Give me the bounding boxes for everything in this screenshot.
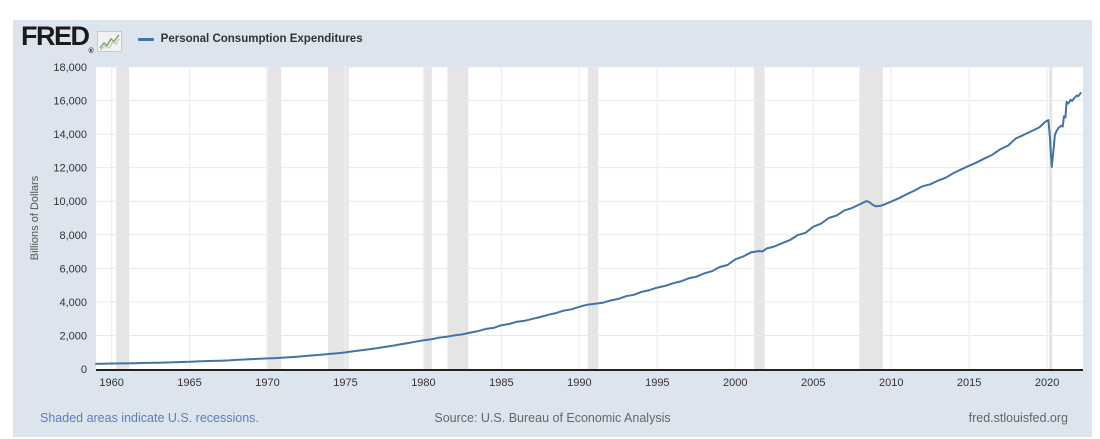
recession-band (116, 67, 130, 369)
x-tick-label: 2020 (1035, 377, 1059, 389)
x-tick-label: 1970 (255, 377, 279, 389)
x-tick-label: 1960 (99, 377, 123, 389)
y-tick-label: 10,000 (53, 196, 87, 208)
sparkline-chart-icon (96, 30, 122, 52)
fred-chart-panel: FRED® Personal Consumption Expenditures … (13, 20, 1092, 437)
recession-note-link[interactable]: Shaded areas indicate U.S. recessions. (40, 411, 259, 425)
recession-band (754, 67, 765, 369)
x-tick-label: 1995 (645, 377, 669, 389)
y-tick-label: 4,000 (59, 297, 87, 309)
recession-band (587, 67, 599, 369)
x-tick-label: 2005 (801, 377, 825, 389)
y-tick-label: 8,000 (59, 230, 87, 242)
y-tick-label: 14,000 (53, 129, 87, 141)
y-tick-label: 0 (81, 364, 87, 376)
recession-band (859, 67, 883, 369)
fred-logo[interactable]: FRED® (21, 21, 94, 56)
registered-trademark-symbol: ® (88, 48, 94, 55)
y-tick-label: 18,000 (53, 62, 87, 74)
x-tick-label: 1965 (177, 377, 201, 389)
legend-line-swatch (137, 37, 154, 41)
recession-band (1049, 67, 1053, 369)
source-link[interactable]: Source: U.S. Bureau of Economic Analysis (434, 411, 671, 425)
x-tick-label: 2000 (723, 377, 747, 389)
x-tick-label: 1975 (333, 377, 357, 389)
x-tick-label: 1985 (489, 377, 513, 389)
x-tick-label: 1980 (411, 377, 435, 389)
fred-logo-text: FRED (21, 21, 90, 51)
chart-plot-area[interactable]: 1960 1965 1970 1975 1980 1985 1990 1995 2000 2005… (13, 20, 1092, 392)
x-tick-label: 2015 (957, 377, 981, 389)
y-tick-label: 2,000 (59, 330, 87, 342)
x-tick-label: 2010 (879, 377, 903, 389)
y-tick-label: 12,000 (53, 163, 87, 175)
chart-legend: Personal Consumption Expenditures (137, 33, 363, 45)
recession-band (328, 67, 349, 369)
recession-band (424, 67, 432, 369)
recession-band (447, 67, 469, 369)
recession-band (266, 67, 282, 369)
plot-group: 1960 1965 1970 1975 1980 1985 1990 1995 2000 2005… (53, 62, 1083, 389)
y-tick-label: 6,000 (59, 263, 87, 275)
series-line (95, 92, 1082, 365)
chart-footer: Shaded areas indicate U.S. recessions. S… (13, 411, 1092, 427)
x-tick-label: 1990 (567, 377, 591, 389)
fred-site-link[interactable]: fred.stlouisfed.org (968, 411, 1068, 425)
legend-series-label: Personal Consumption Expenditures (160, 33, 363, 45)
chart-header: FRED® Personal Consumption Expenditures (21, 21, 363, 56)
y-tick-label: 16,000 (53, 96, 87, 108)
